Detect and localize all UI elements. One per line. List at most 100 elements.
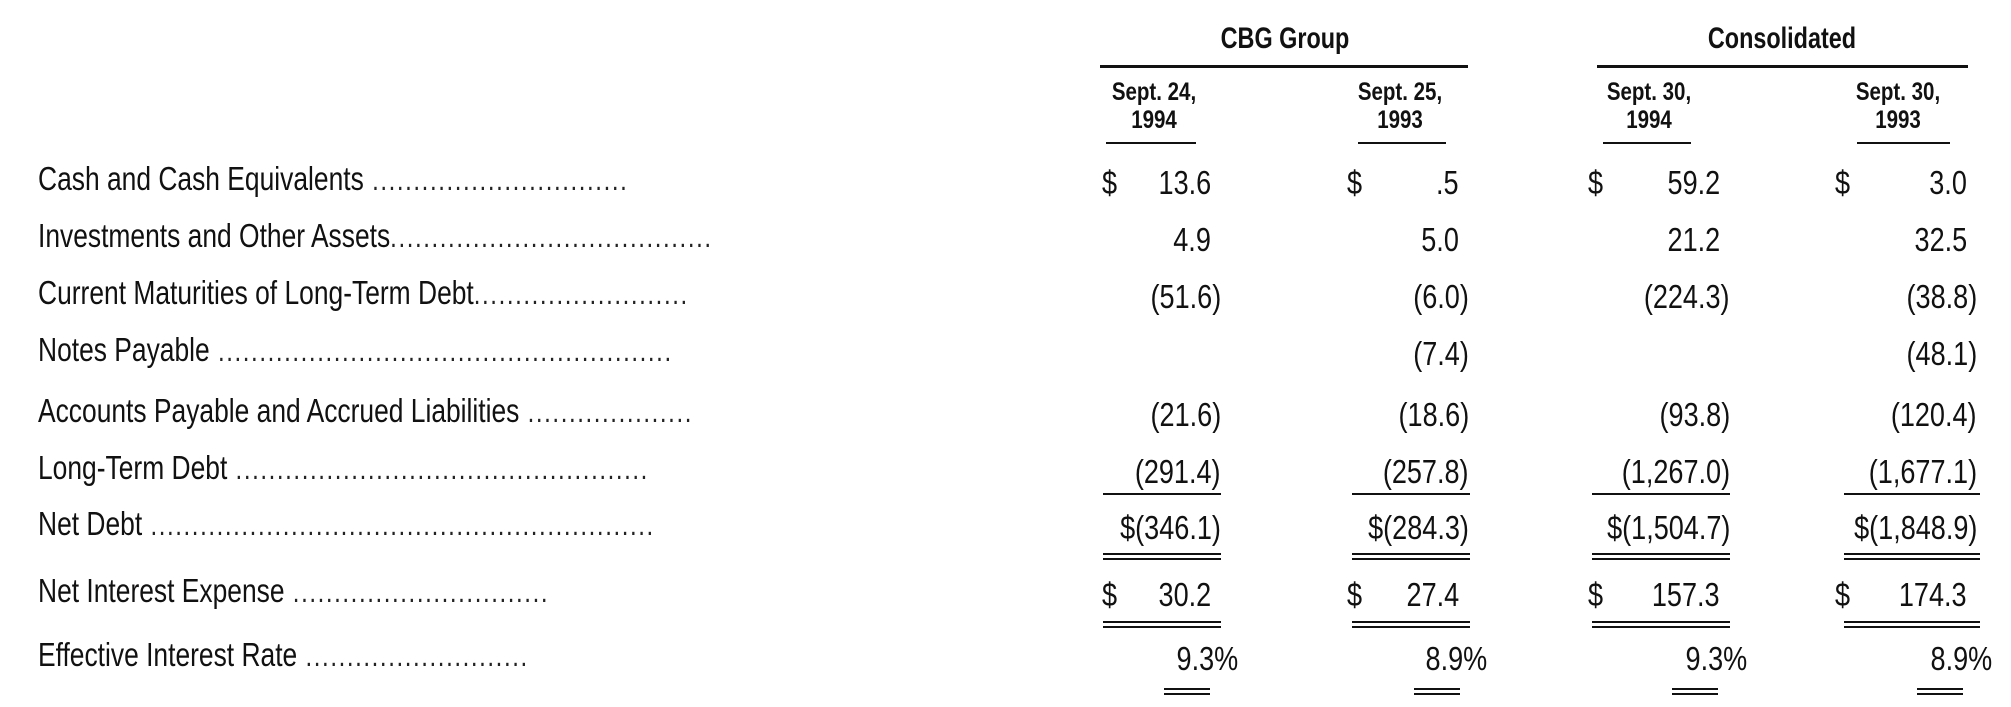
row-label-text: Current Maturities of Long-Term Debt — [38, 274, 474, 311]
notes-payable-cbg-1993: (7.4) — [1413, 335, 1469, 372]
interest-dollar-sign: $ — [1102, 576, 1118, 613]
accounts-payable-consolidated-1993: (120.4) — [1891, 396, 1977, 433]
interest-dollar-sign: $ — [1588, 576, 1604, 613]
cash-dollar-sign: $ — [1835, 164, 1851, 201]
row-label-text: Effective Interest Rate — [38, 636, 298, 673]
column-header-line1: Sept. 25, — [1357, 78, 1443, 106]
cash-consolidated-1993: 3.0 — [1929, 164, 1967, 201]
column-header-line1: Sept. 24, — [1111, 78, 1197, 106]
row-label-text: Investments and Other Assets — [38, 217, 391, 254]
row-label-text: Accounts Payable and Accrued Liabilities — [38, 392, 520, 429]
long-term-debt-cbg-1994: (291.4) — [1135, 453, 1221, 490]
net-debt-cbg-1994: $(346.1) — [1120, 509, 1221, 546]
row-label-text: Net Debt — [38, 505, 143, 542]
rate-double-rule — [1672, 688, 1718, 695]
column-header-line2: 1994 — [1626, 106, 1672, 134]
column-header-consolidated-1994: Sept. 30, 1994 — [1600, 78, 1698, 134]
leader-dots: ........................... — [297, 640, 529, 673]
interest-consolidated-1994: 157.3 — [1652, 576, 1720, 613]
column-header-line1: Sept. 30, — [1606, 78, 1692, 106]
group-title-consolidated: Consolidated — [1707, 22, 1857, 55]
leader-dots: ........................................… — [227, 453, 649, 486]
leader-dots: .................... — [519, 396, 693, 429]
column-header-line2: 1993 — [1875, 106, 1921, 134]
leader-dots: ........................................… — [209, 335, 673, 368]
long-term-debt-consolidated-1994: (1,267.0) — [1621, 453, 1730, 490]
rate-double-rule — [1164, 688, 1210, 695]
net-debt-cbg-1993: $(284.3) — [1368, 509, 1469, 546]
cash-dollar-sign: $ — [1102, 164, 1118, 201]
leader-dots: ............................... — [363, 164, 629, 197]
row-label-notes-payable: Notes Payable ..........................… — [38, 331, 673, 369]
net-debt-consolidated-1994: $(1,504.7) — [1606, 509, 1730, 546]
interest-dollar-sign: $ — [1835, 576, 1851, 613]
cash-cbg-1993: .5 — [1436, 164, 1459, 201]
subtotal-rule — [1103, 493, 1221, 495]
interest-cbg-1994: 30.2 — [1158, 576, 1211, 613]
group-title-cbg: CBG Group — [1220, 22, 1350, 55]
column-rule-cbg-1993 — [1358, 142, 1446, 144]
investments-consolidated-1994: 21.2 — [1667, 221, 1720, 258]
column-header-cbg-1994: Sept. 24, 1994 — [1105, 78, 1203, 134]
accounts-payable-cbg-1994: (21.6) — [1150, 396, 1221, 433]
row-label-text: Notes Payable — [38, 331, 210, 368]
row-label-net-interest-expense: Net Interest Expense ...................… — [38, 572, 549, 610]
column-rule-consolidated-1994 — [1603, 142, 1691, 144]
subtotal-rule — [1352, 493, 1470, 495]
net-debt-consolidated-1993: $(1,848.9) — [1853, 509, 1977, 546]
long-term-debt-consolidated-1993: (1,677.1) — [1868, 453, 1977, 490]
row-label-current-maturities: Current Maturities of Long-Term Debt....… — [38, 274, 689, 312]
rate-consolidated-1993: 8.9% — [1930, 640, 1992, 677]
current-maturities-consolidated-1993: (38.8) — [1906, 278, 1977, 315]
total-double-rule — [1352, 621, 1470, 628]
cash-dollar-sign: $ — [1588, 164, 1604, 201]
rate-double-rule — [1917, 688, 1963, 695]
leader-dots: ............................... — [284, 576, 550, 609]
column-header-line2: 1993 — [1377, 106, 1423, 134]
total-double-rule — [1592, 621, 1730, 628]
investments-cbg-1994: 4.9 — [1173, 221, 1211, 258]
total-double-rule — [1103, 553, 1221, 560]
row-label-accounts-payable: Accounts Payable and Accrued Liabilities… — [38, 392, 693, 430]
column-rule-cbg-1994 — [1106, 142, 1196, 144]
investments-cbg-1993: 5.0 — [1421, 221, 1459, 258]
row-label-text: Long-Term Debt — [38, 449, 228, 486]
long-term-debt-cbg-1993: (257.8) — [1383, 453, 1469, 490]
total-double-rule — [1592, 553, 1730, 560]
accounts-payable-cbg-1993: (18.6) — [1398, 396, 1469, 433]
row-label-text: Net Interest Expense — [38, 572, 285, 609]
column-header-line1: Sept. 30, — [1855, 78, 1941, 106]
leader-dots: .......................... — [473, 278, 689, 311]
row-label-investments: Investments and Other Assets............… — [38, 217, 713, 255]
group-rule-cbg — [1100, 65, 1468, 68]
interest-dollar-sign: $ — [1347, 576, 1363, 613]
row-label-long-term-debt: Long-Term Debt .........................… — [38, 449, 649, 487]
current-maturities-cbg-1994: (51.6) — [1150, 278, 1221, 315]
total-double-rule — [1844, 621, 1980, 628]
interest-cbg-1993: 27.4 — [1406, 576, 1459, 613]
accounts-payable-consolidated-1994: (93.8) — [1659, 396, 1730, 433]
investments-consolidated-1993: 32.5 — [1914, 221, 1967, 258]
group-rule-consolidated — [1597, 65, 1968, 68]
rate-double-rule — [1414, 688, 1460, 695]
total-double-rule — [1352, 553, 1470, 560]
cash-cbg-1994: 13.6 — [1158, 164, 1211, 201]
leader-dots: ........................................… — [142, 509, 655, 542]
rate-cbg-1994: 9.3% — [1176, 640, 1238, 677]
column-rule-consolidated-1993 — [1857, 142, 1950, 144]
interest-consolidated-1993: 174.3 — [1899, 576, 1967, 613]
notes-payable-consolidated-1993: (48.1) — [1906, 335, 1977, 372]
total-double-rule — [1844, 553, 1980, 560]
column-header-cbg-1993: Sept. 25, 1993 — [1351, 78, 1449, 134]
total-double-rule — [1103, 621, 1221, 628]
row-label-cash: Cash and Cash Equivalents ..............… — [38, 160, 628, 198]
current-maturities-cbg-1993: (6.0) — [1413, 278, 1469, 315]
row-label-net-debt: Net Debt ...............................… — [38, 505, 655, 543]
subtotal-rule — [1844, 493, 1980, 495]
column-header-line2: 1994 — [1131, 106, 1177, 134]
current-maturities-consolidated-1994: (224.3) — [1644, 278, 1730, 315]
rate-consolidated-1994: 9.3% — [1685, 640, 1747, 677]
cash-consolidated-1994: 59.2 — [1667, 164, 1720, 201]
row-label-effective-interest-rate: Effective Interest Rate ................… — [38, 636, 529, 674]
